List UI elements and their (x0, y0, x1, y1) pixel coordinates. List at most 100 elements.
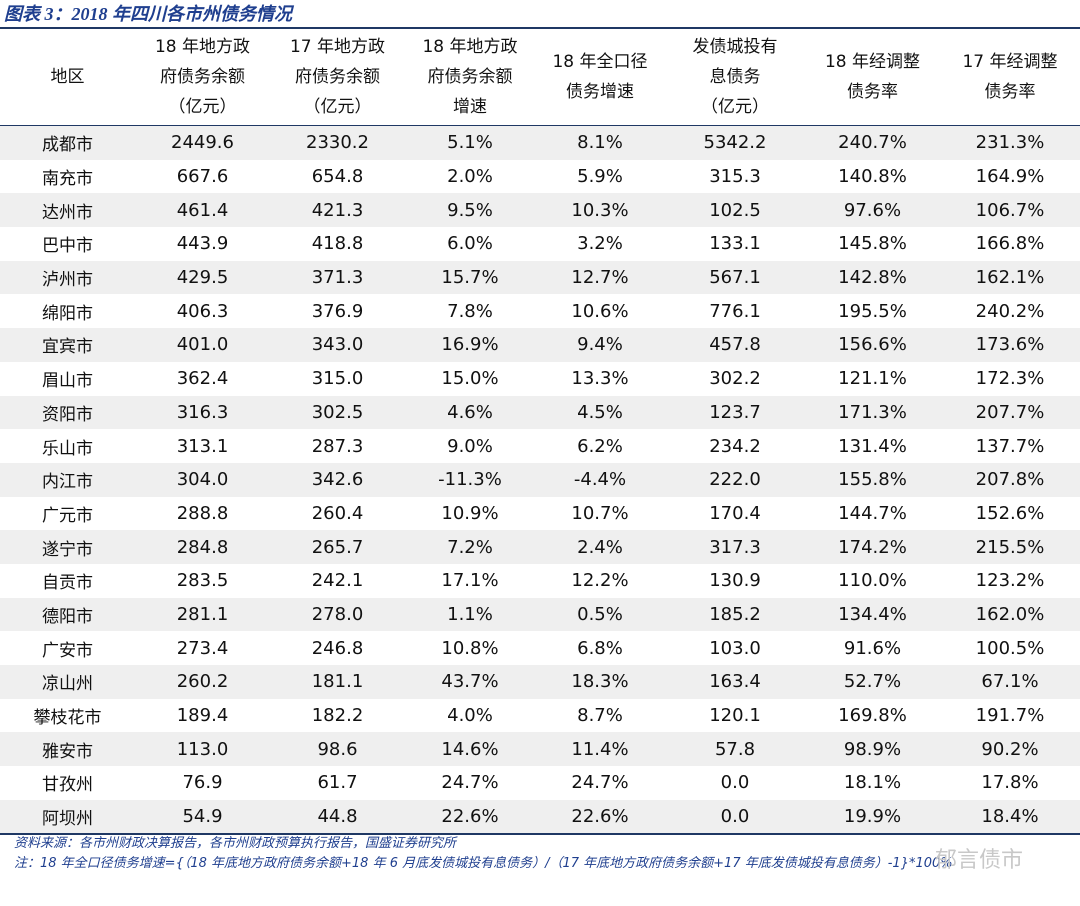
region: 德阳市 (0, 597, 135, 632)
cell: 4.6% (405, 395, 535, 430)
table-row: 巴中市 443.9 418.8 6.0% 3.2% 133.1 145.8% 166.8% (0, 227, 1080, 261)
region: 自贡市 (42, 573, 93, 594)
table-row: 内江市 304.0 342.6 -11.3% -4.4% 222.0 155.8% 207.8… (0, 462, 1080, 497)
cell: 207.7% (940, 395, 1080, 430)
header-line: 18 年地方政 (154, 37, 251, 57)
header-line: 府债务余额 (295, 67, 380, 87)
cell: 1.1% (405, 597, 535, 632)
region: 宜宾市 (0, 328, 135, 362)
cell: 8.1% (535, 125, 665, 160)
cell: 137.7% (975, 435, 1045, 457)
cell: 18.1% (843, 772, 902, 794)
cell: 91.6% (843, 637, 902, 659)
table-row: 攀枝花市 189.4 182.2 4.0% 8.7% 120.1 169.8% 191.7% (0, 699, 1080, 733)
header-line: 债务率 (984, 82, 1036, 102)
header-line: 债务增速 (566, 82, 634, 102)
header-line: （亿元） (701, 97, 769, 117)
cell: 567.1 (665, 260, 805, 295)
column-header: 地区 (0, 28, 135, 126)
cell: 15.0% (441, 368, 499, 390)
cell: 5342.2 (665, 125, 805, 160)
region: 阿坝州 (0, 799, 135, 835)
region: 成都市 (0, 125, 135, 160)
cell: 304.0 (135, 462, 270, 497)
cell: 260.2 (135, 665, 270, 699)
table-row: 资阳市 316.3 302.5 4.6% 4.5% 123.7 171.3% 207.7% (0, 395, 1080, 430)
cell: 14.6% (405, 732, 535, 767)
table-row: 宜宾市 401.0 343.0 16.9% 9.4% 457.8 156.6% 173.6% (0, 328, 1080, 362)
cell: 130.9 (709, 570, 761, 592)
region: 攀枝花市 (33, 708, 102, 729)
region: 内江市 (0, 462, 135, 497)
cell: 302.2 (709, 368, 761, 390)
cell: 131.4% (838, 435, 907, 457)
cell: 76.9 (182, 772, 223, 794)
cell: 142.8% (805, 260, 940, 295)
cell: 22.6% (405, 799, 535, 835)
cell: 140.8% (838, 166, 907, 188)
region: 乐山市 (42, 438, 93, 459)
region: 达州市 (0, 193, 135, 228)
cell: 406.3 (176, 300, 229, 322)
cell: 98.6 (270, 732, 405, 767)
region: 广元市 (42, 505, 93, 526)
cell: 24.7% (441, 772, 499, 794)
cell: 401.0 (135, 328, 270, 362)
cell: 231.3% (940, 125, 1080, 160)
header-line: 发债城投有 (692, 37, 778, 57)
cell: 281.1 (135, 597, 270, 632)
table-row: 南充市 667.6 654.8 2.0% 5.9% 315.3 140.8% 164.9% (0, 160, 1080, 194)
header-line: 息债务 (709, 67, 761, 87)
cell: 0.0 (665, 799, 805, 835)
cell: 44.8 (270, 799, 405, 835)
cell: 313.1 (176, 435, 229, 457)
cell: 0.5% (535, 597, 665, 632)
cell: 97.6% (805, 193, 940, 228)
cell: 457.8 (665, 328, 805, 362)
cell: 171.3% (805, 395, 940, 430)
cell: 152.6% (975, 502, 1045, 524)
cell: 9.5% (405, 193, 535, 228)
header-line: 府债务余额 (160, 67, 245, 87)
table-row: 成都市 2449.6 2330.2 5.1% 8.1% 5342.2 240.7% 231.3… (0, 125, 1080, 160)
cell: 156.6% (805, 328, 940, 362)
column-header: 18 年全口径 债务增速 (535, 28, 665, 126)
header-line: 17 年经调整 (962, 52, 1058, 72)
column-header: 发债城投有息债务 （亿元） (665, 28, 805, 126)
cell: 144.7% (838, 502, 907, 524)
cell: 182.2 (311, 705, 364, 727)
region: 巴中市 (42, 236, 93, 257)
cell: 13.3% (571, 368, 629, 390)
source: 资料来源：各市州财政决算报告，各市州财政预算执行报告，国盛证券研究所 (14, 836, 457, 851)
debt-table: 地区 18 年地方政 府债务余额 （亿元） 17 年地方政 府债务余额 （亿元） 18 年地方… (0, 27, 1080, 836)
cell: 22.6% (535, 799, 665, 835)
cell: 6.0% (447, 233, 493, 255)
cell: 242.1 (311, 570, 364, 592)
footer: 资料来源：各市州财政决算报告，各市州财政预算执行报告，国盛证券研究所 注：18 … (14, 834, 1074, 874)
cell: 61.7 (317, 772, 358, 794)
table-row: 自贡市 283.5 242.1 17.1% 12.2% 130.9 110.0% 123.2% (0, 564, 1080, 598)
column-header: 18 年经调整 债务率 (805, 28, 940, 126)
cell: 240.7% (805, 125, 940, 160)
cell: -4.4% (535, 462, 665, 497)
table-row: 阿坝州 54.9 44.8 22.6% 22.6% 0.0 19.9% 18.4% (0, 799, 1080, 835)
region: 南充市 (42, 169, 93, 190)
cell: 191.7% (975, 705, 1045, 727)
cell: 5.9% (577, 166, 623, 188)
cell: 12.7% (535, 260, 665, 295)
region: 遂宁市 (0, 530, 135, 564)
cell: 265.7 (270, 530, 405, 564)
cell: 110.0% (838, 570, 907, 592)
cell: 54.9 (135, 799, 270, 835)
header-line: （亿元） (303, 97, 372, 117)
cell: 103.0 (709, 637, 761, 659)
cell: 776.1 (709, 300, 761, 322)
table-row: 泸州市 429.5 371.3 15.7% 12.7% 567.1 142.8% 162.1% (0, 260, 1080, 295)
watermark: 郁言债市 (935, 848, 1024, 873)
cell: 2330.2 (270, 125, 405, 160)
region: 雅安市 (0, 732, 135, 767)
header-line: 府债务余额 (427, 67, 513, 87)
cell: 317.3 (665, 530, 805, 564)
cell: 174.2% (805, 530, 940, 564)
cell: 654.8 (311, 166, 364, 188)
